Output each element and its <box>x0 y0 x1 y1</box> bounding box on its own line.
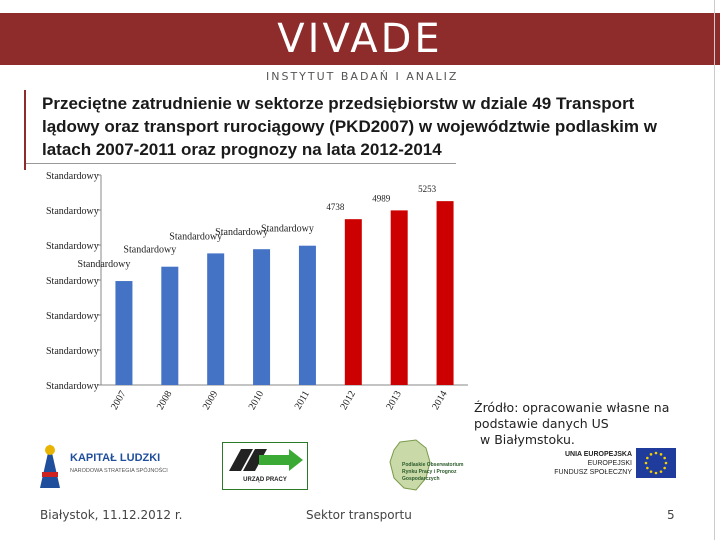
x-tick-label-2013: 2013 <box>384 389 404 412</box>
source-line-2: podstawie danych US <box>474 416 609 431</box>
ue-logo: UNIA EUROPEJSKA EUROPEJSKI FUNDUSZ SPOŁE… <box>540 444 680 484</box>
eu-star <box>646 466 649 470</box>
eu-star <box>654 471 658 475</box>
y-tick-label: Standardowy <box>46 171 99 182</box>
eu-star <box>649 453 653 456</box>
podlasie-map-icon <box>389 439 431 491</box>
x-tick-label-2010: 2010 <box>247 389 267 412</box>
ue-line-3: FUNDUSZ SPOŁECZNY <box>554 469 632 476</box>
x-tick-label-2012: 2012 <box>338 389 358 412</box>
eu-flag-icon <box>636 448 676 478</box>
eu-star <box>664 461 668 465</box>
slide-edge-rule <box>714 0 715 540</box>
kapital-ludzki-title: KAPITAŁ LUDZKI <box>70 452 161 464</box>
eu-star <box>644 461 648 465</box>
obserwatorium-line-1: Podlaskie Obserwatorium <box>402 462 464 468</box>
brand-tagline: INSTYTUT BADAŃ I ANALIZ <box>266 70 459 83</box>
data-label-2011: Standardowy <box>261 224 314 235</box>
x-tick-label-2009: 2009 <box>201 389 221 412</box>
bar-2012 <box>344 219 362 385</box>
eu-star <box>649 470 653 473</box>
title-underline <box>26 163 456 164</box>
source-line-1: Źródło: opracowanie własne na <box>474 400 670 415</box>
page-number: 5 <box>667 508 675 522</box>
eu-star <box>663 466 666 470</box>
y-tick-label: Standardowy <box>46 241 99 252</box>
ue-line-2: EUROPEJSKI <box>587 460 632 467</box>
bar-2010 <box>253 249 271 385</box>
kapital-ludzki-subtitle: NARODOWA STRATEGIA SPÓJNOŚCI <box>70 468 168 474</box>
data-label-2007: Standardowy <box>78 259 131 270</box>
eu-star <box>646 456 649 460</box>
bar-2014 <box>436 201 454 385</box>
x-tick-label-2007: 2007 <box>109 389 129 412</box>
urzad-pracy-logo: URZĄD PRACY <box>222 442 308 490</box>
obserwatorium-line-2: Rynku Pracy i Prognoz Gospodarczych <box>402 469 457 482</box>
y-tick-label: Standardowy <box>46 206 99 217</box>
y-tick-label: Standardowy <box>46 346 99 357</box>
eu-star <box>663 456 666 460</box>
data-label-2010: Standardowy <box>215 227 268 238</box>
data-label-2014: 5253 <box>418 184 437 194</box>
slide-title: Przeciętne zatrudnienie w sektorze przed… <box>42 94 657 159</box>
footer-date: Białystok, 11.12.2012 r. <box>40 508 183 522</box>
bar-2008 <box>161 266 179 385</box>
source-note: Źródło: opracowanie własne na podstawie … <box>474 400 704 448</box>
x-tick-label-2011: 2011 <box>293 389 312 412</box>
ue-text: UNIA EUROPEJSKA EUROPEJSKI FUNDUSZ SPOŁE… <box>540 450 632 477</box>
eu-star <box>659 453 663 456</box>
header-banner <box>0 13 720 65</box>
source-line-3: w Białymstoku. <box>480 432 575 447</box>
x-tick-label-2008: 2008 <box>155 389 175 412</box>
bar-2009 <box>207 253 225 385</box>
bar-chart: StandardowyStandardowyStandardowyStandar… <box>46 171 468 412</box>
data-label-2012: 4738 <box>326 202 345 212</box>
brand-logo-text: VIVADE <box>277 16 443 62</box>
bar-2013 <box>390 210 408 385</box>
bar-2011 <box>298 245 316 385</box>
data-label-2009: Standardowy <box>169 231 222 242</box>
x-tick-label-2014: 2014 <box>430 389 450 412</box>
obserwatorium-logo: Podlaskie Obserwatorium Rynku Pracy i Pr… <box>386 438 516 494</box>
kapital-ludzki-flag-icon <box>40 444 60 488</box>
footer-section: Sektor transportu <box>306 508 412 522</box>
kapital-ludzki-logo: KAPITAŁ LUDZKI NARODOWA STRATEGIA SPÓJNO… <box>36 440 186 490</box>
ue-line-1: UNIA EUROPEJSKA <box>564 451 632 458</box>
y-tick-label: Standardowy <box>46 311 99 322</box>
urzad-pracy-arrow-icon <box>229 449 303 471</box>
urzad-pracy-label: URZĄD PRACY <box>243 477 287 483</box>
obserwatorium-text: Podlaskie Obserwatorium Rynku Pracy i Pr… <box>402 462 492 483</box>
title-accent-rule <box>24 90 26 170</box>
eu-star <box>654 451 658 455</box>
y-tick-label: Standardowy <box>46 276 99 287</box>
data-label-2008: Standardowy <box>123 245 176 256</box>
data-label-2013: 4989 <box>372 193 391 203</box>
eu-star <box>659 470 663 473</box>
y-tick-label: Standardowy <box>46 381 99 392</box>
bar-2007 <box>115 281 133 385</box>
